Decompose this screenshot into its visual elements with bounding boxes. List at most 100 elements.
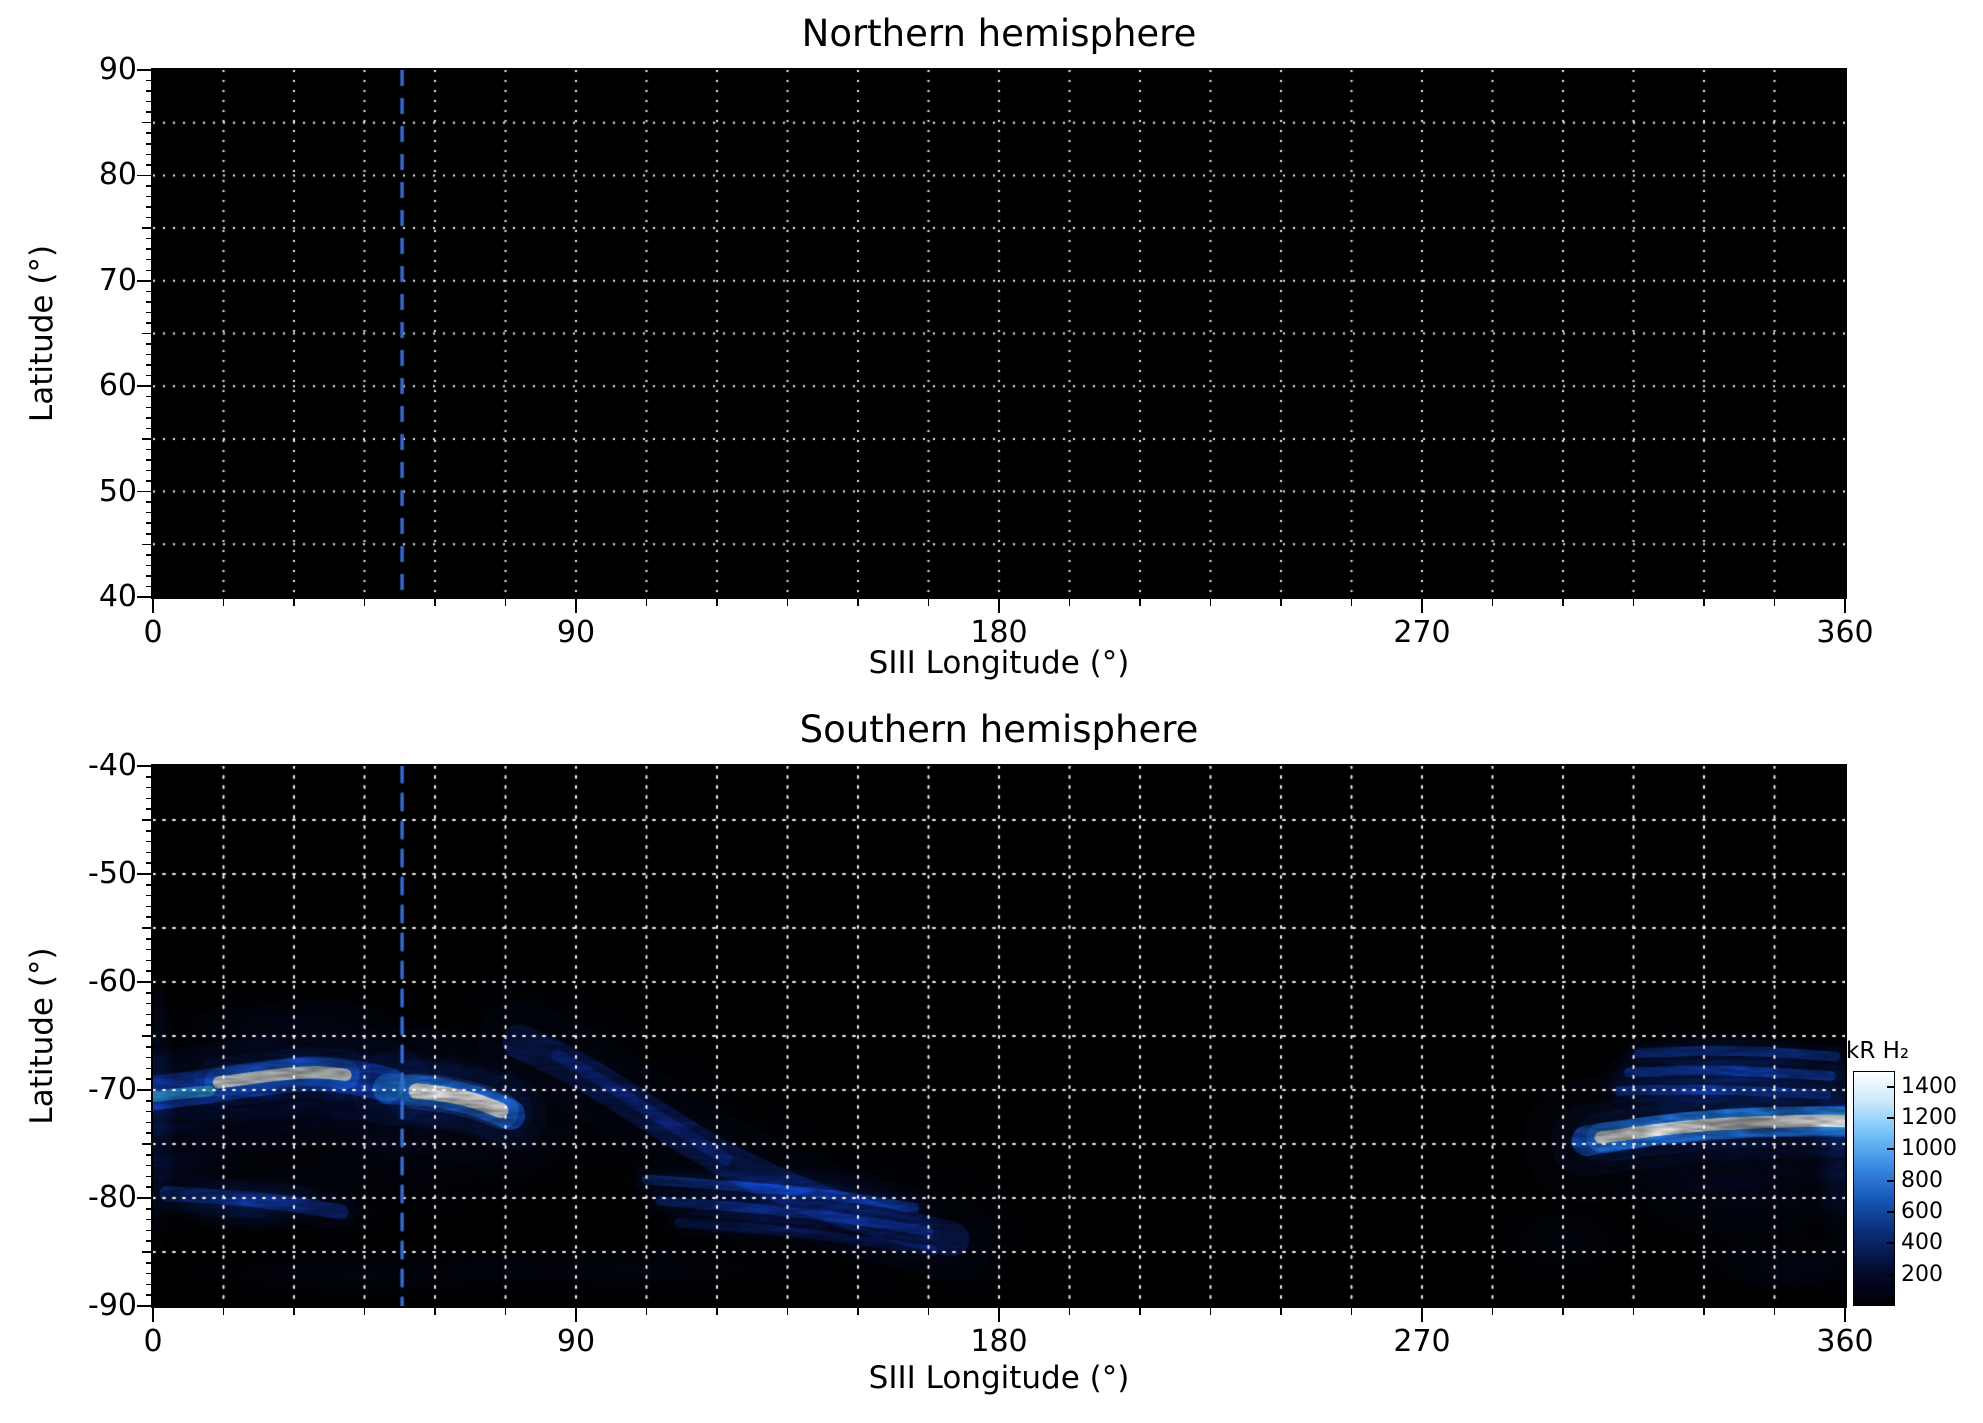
y-axis-tick <box>146 862 151 864</box>
y-axis-tick <box>146 798 151 800</box>
y-axis-tick <box>146 1219 151 1221</box>
y-axis-tick <box>137 596 151 598</box>
y-axis-tick <box>146 143 151 145</box>
y-axis-tick <box>137 1089 151 1091</box>
south-plot-area <box>151 764 1847 1308</box>
x-axis-tick <box>998 599 1000 613</box>
y-axis-tick <box>146 480 151 482</box>
y-axis-tick <box>146 312 151 314</box>
x-axis-tick <box>716 599 718 606</box>
x-axis-tick <box>152 599 154 613</box>
y-axis-tick <box>146 80 151 82</box>
y-axis-tick <box>146 1154 151 1156</box>
y-axis-tick <box>146 586 151 588</box>
y-axis-tick <box>146 396 151 398</box>
colorbar-tick <box>1887 1242 1895 1244</box>
y-axis-tick <box>146 1230 151 1232</box>
y-axis-tick <box>146 1176 151 1178</box>
y-tick-label: -50 <box>47 856 137 891</box>
y-axis-tick <box>146 428 151 430</box>
y-axis-tick <box>146 1003 151 1005</box>
y-tick-label: 60 <box>47 368 137 403</box>
colorbar-tick <box>1887 1148 1895 1150</box>
x-axis-tick <box>928 1308 930 1315</box>
x-axis-tick <box>928 599 930 606</box>
y-axis-tick <box>146 1262 151 1264</box>
y-axis-tick <box>146 776 151 778</box>
y-axis-tick <box>146 196 151 198</box>
y-axis-tick <box>146 1165 151 1167</box>
y-axis-tick <box>146 992 151 994</box>
y-axis-tick <box>142 1035 151 1037</box>
y-axis-tick <box>146 259 151 261</box>
x-axis-tick <box>1633 1308 1635 1315</box>
x-axis-tick <box>857 1308 859 1315</box>
y-axis-tick <box>146 533 151 535</box>
y-axis-tick <box>146 938 151 940</box>
y-tick-label: -40 <box>47 748 137 783</box>
x-axis-tick <box>223 1308 225 1315</box>
y-axis-tick <box>146 132 151 134</box>
x-axis-tick <box>1421 1308 1423 1322</box>
x-axis-tick <box>1351 599 1353 606</box>
y-tick-label: 90 <box>47 52 137 87</box>
y-axis-tick <box>142 1251 151 1253</box>
y-axis-tick <box>146 417 151 419</box>
y-axis-tick <box>146 449 151 451</box>
x-tick-label: 90 <box>496 1324 656 1359</box>
x-axis-tick <box>364 599 366 606</box>
x-axis-tick <box>1774 599 1776 606</box>
y-axis-tick <box>146 1046 151 1048</box>
x-axis-tick <box>787 1308 789 1315</box>
x-axis-tick <box>1844 599 1846 613</box>
y-axis-tick <box>137 765 151 767</box>
y-axis-tick <box>146 185 151 187</box>
y-axis-tick <box>142 227 151 229</box>
y-axis-tick <box>146 238 151 240</box>
north-x-axis-label: SIII Longitude (°) <box>153 645 1845 681</box>
x-axis-tick <box>998 1308 1000 1322</box>
y-axis-tick <box>137 69 151 71</box>
y-axis-tick <box>146 343 151 345</box>
colorbar-tick-label: 600 <box>1901 1199 1981 1224</box>
y-axis-tick <box>137 175 151 177</box>
y-axis-tick <box>146 470 151 472</box>
x-axis-tick <box>1492 1308 1494 1315</box>
y-axis-tick <box>146 1014 151 1016</box>
north-panel-title: Northern hemisphere <box>153 12 1845 55</box>
x-axis-tick <box>434 599 436 606</box>
y-axis-tick <box>146 565 151 567</box>
y-tick-label: 50 <box>47 474 137 509</box>
y-axis-tick <box>146 459 151 461</box>
y-tick-label: -90 <box>47 1288 137 1323</box>
y-axis-tick <box>146 111 151 113</box>
y-axis-tick <box>146 322 151 324</box>
y-axis-tick <box>146 291 151 293</box>
y-tick-label: -80 <box>47 1180 137 1215</box>
y-axis-tick <box>146 1240 151 1242</box>
x-axis-tick <box>293 1308 295 1315</box>
y-axis-tick <box>146 554 151 556</box>
x-tick-label: 360 <box>1765 615 1925 650</box>
x-axis-tick <box>1351 1308 1353 1315</box>
y-axis-tick <box>146 364 151 366</box>
x-tick-label: 270 <box>1342 1324 1502 1359</box>
x-axis-tick <box>1280 599 1282 606</box>
colorbar-tick-label: 1400 <box>1901 1074 1981 1099</box>
colorbar-tick <box>1887 1211 1895 1213</box>
x-axis-tick <box>364 1308 366 1315</box>
x-tick-label: 0 <box>73 1324 233 1359</box>
colorbar-tick <box>1887 1117 1895 1119</box>
y-axis-tick <box>146 1024 151 1026</box>
y-axis-tick <box>146 1132 151 1134</box>
x-axis-tick <box>787 599 789 606</box>
y-axis-tick <box>137 981 151 983</box>
y-tick-label: -60 <box>47 964 137 999</box>
y-axis-tick <box>142 333 151 335</box>
south-heatmap-canvas <box>153 766 1845 1306</box>
y-axis-tick <box>137 1197 151 1199</box>
colorbar-tick-label: 1000 <box>1901 1136 1981 1161</box>
y-tick-label: 40 <box>47 579 137 614</box>
north-y-axis-label: Latitude (°) <box>24 70 60 597</box>
x-tick-label: 180 <box>919 615 1079 650</box>
